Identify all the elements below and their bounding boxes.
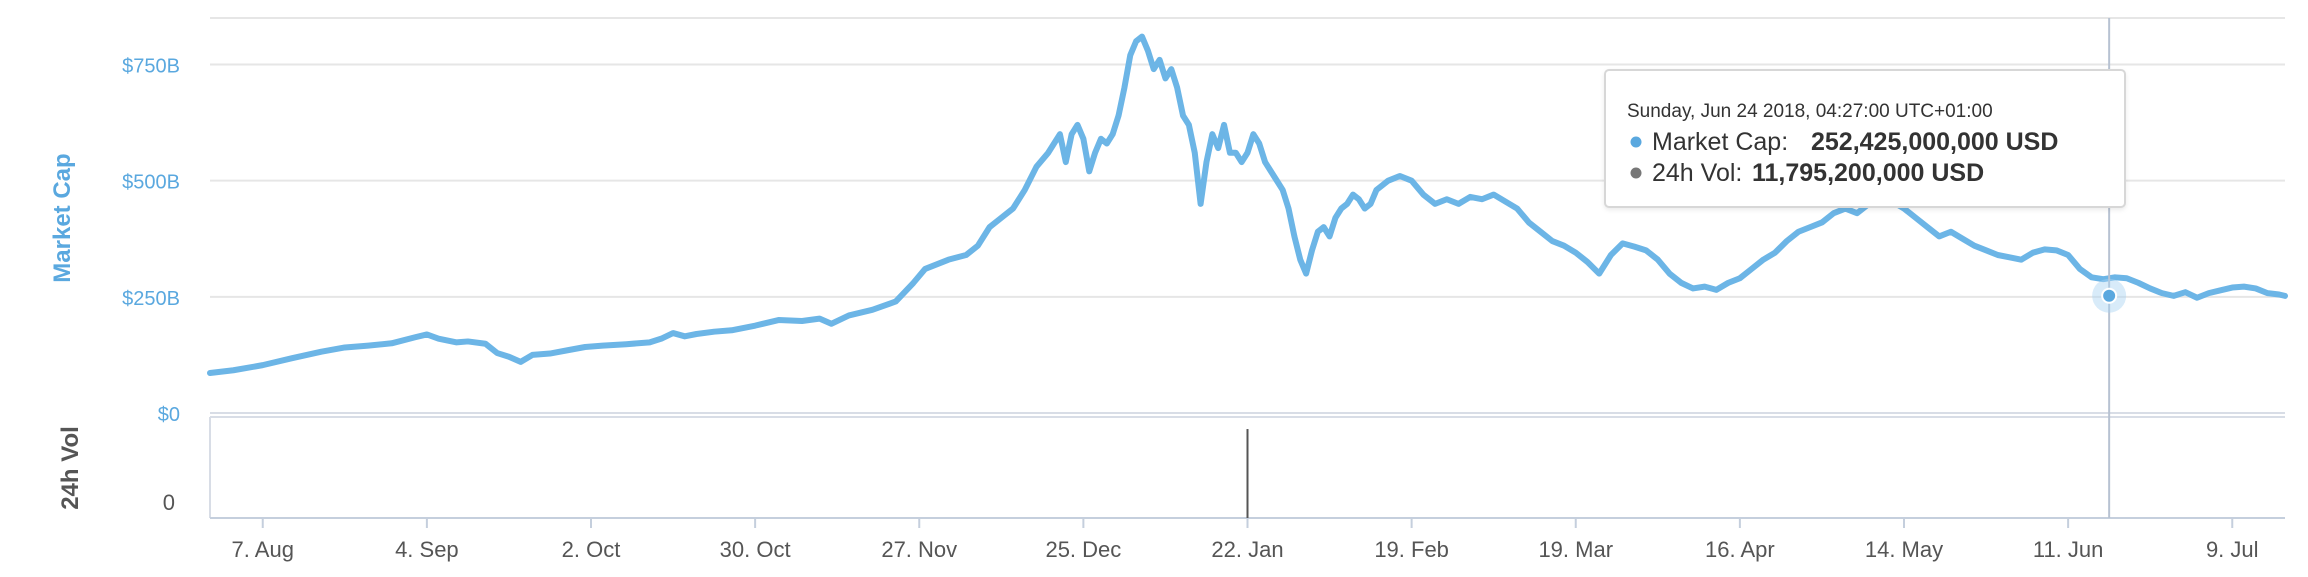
y-tick-label: $750B xyxy=(122,55,180,77)
x-tick-label: 11. Jun xyxy=(2033,537,2104,562)
volume-axis-title: 24h Vol xyxy=(57,426,84,510)
x-tick-label: 19. Feb xyxy=(1374,537,1449,562)
x-tick-label: 19. Mar xyxy=(1538,537,1613,562)
x-tick-label: 30. Oct xyxy=(720,537,791,562)
grid-layer xyxy=(209,17,2285,519)
series-layer xyxy=(207,33,2288,377)
crosshair-point[interactable] xyxy=(2101,287,2118,304)
y-tick-label: $500B xyxy=(122,172,180,194)
tooltip-volume-label: 24h Vol: xyxy=(1652,159,1742,187)
tooltip-volume-dot xyxy=(1630,167,1642,179)
axis-layer: $0 $250B $500B $750B Market Cap 24h Vol 0 7. Au… xyxy=(49,55,2259,562)
x-tick-label: 7. Aug xyxy=(232,537,294,562)
x-tick-label: 14. May xyxy=(1865,537,1943,562)
x-tick-label: 4. Sep xyxy=(395,537,459,562)
x-tick-label: 25. Dec xyxy=(1045,537,1121,562)
y-tick-label: $0 xyxy=(158,404,180,426)
x-tick-label: 2. Oct xyxy=(562,537,621,562)
y-tick-label: $250B xyxy=(122,288,180,310)
tooltip-market-cap-value: 252,425,000,000 USD xyxy=(1811,128,2058,156)
y-axis-title: Market Cap xyxy=(49,153,76,282)
x-tick-label: 16. Apr xyxy=(1705,537,1775,562)
tooltip-date: Sunday, Jun 24 2018, 04:27:00 UTC+01:00 xyxy=(1627,101,1993,122)
market-cap-line xyxy=(207,33,2288,377)
x-tick-label: 27. Nov xyxy=(881,537,957,562)
tooltip-market-cap-label: Market Cap: xyxy=(1652,128,1788,156)
tooltip-volume-value: 11,795,200,000 USD xyxy=(1752,159,1984,187)
x-tick-label: 22. Jan xyxy=(1211,537,1283,562)
tooltip: Sunday, Jun 24 2018, 04:27:00 UTC+01:00 … xyxy=(1604,69,2126,208)
x-tick-label: 9. Jul xyxy=(2206,537,2259,562)
volume-tick-label: 0 xyxy=(163,490,175,515)
tooltip-market-cap-dot xyxy=(1630,136,1642,148)
